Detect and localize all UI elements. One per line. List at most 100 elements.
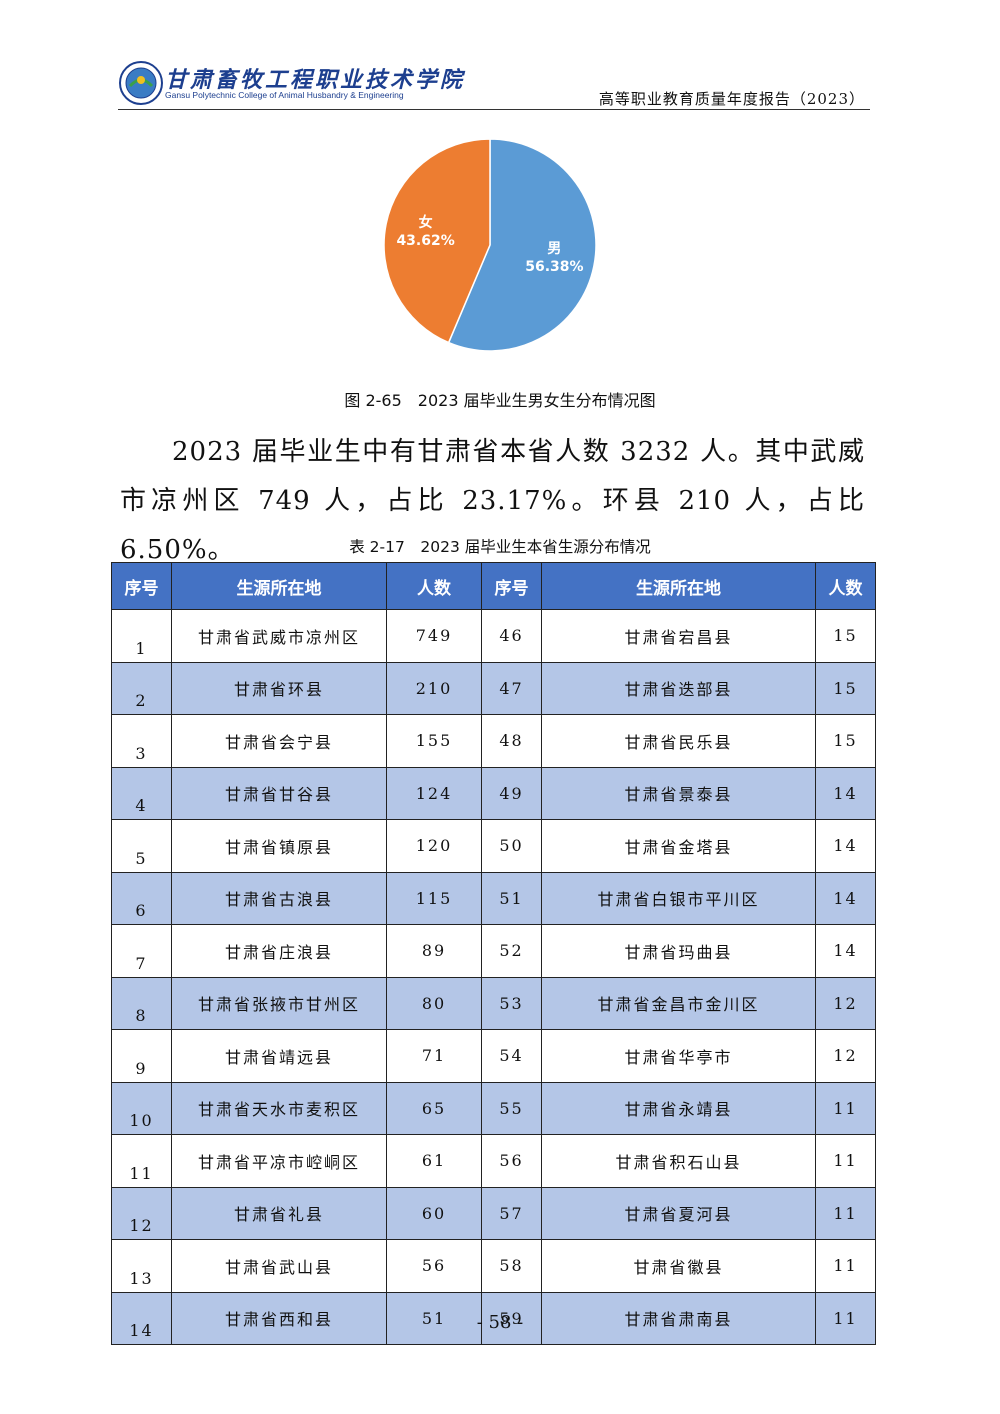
table-cell: 11 (815, 1291, 876, 1345)
table-cell: 58 (481, 1239, 542, 1293)
table-cell: 59 (481, 1291, 542, 1345)
table-cell: 甘肃省礼县 (171, 1186, 387, 1240)
table-cell: 甘肃省积石山县 (541, 1134, 816, 1188)
table-cell: 14 (815, 766, 876, 820)
table-row: 3 甘肃省会宁县 155 48 甘肃省民乐县 15 (111, 714, 876, 768)
header-row: 序号 生源所在地 人数 序号 生源所在地 人数 (111, 562, 876, 610)
table-cell: 15 (815, 714, 876, 768)
table-cell: 甘肃省玛曲县 (541, 924, 816, 978)
table-cell: 13 (111, 1239, 172, 1293)
pie-slice (383, 138, 491, 344)
table-cell: 15 (815, 609, 876, 663)
table-cell: 甘肃省平凉市崆峒区 (171, 1134, 387, 1188)
table-cell: 50 (481, 819, 542, 873)
table-cell: 71 (386, 1029, 482, 1083)
table-cell: 210 (386, 661, 482, 715)
table-cell: 甘肃省徽县 (541, 1239, 816, 1293)
table-cell: 14 (111, 1291, 172, 1345)
table-cell: 12 (111, 1186, 172, 1240)
table-cell: 8 (111, 976, 172, 1030)
figure-caption: 图 2-65 2023 届毕业生男女生分布情况图 (344, 391, 656, 410)
table-cell: 51 (481, 871, 542, 925)
table-cell: 120 (386, 819, 482, 873)
table-row: 9 甘肃省靖远县 71 54 甘肃省华亭市 12 (111, 1029, 876, 1083)
table-cell: 89 (386, 924, 482, 978)
table-cell: 甘肃省张掖市甘州区 (171, 976, 387, 1030)
table-cell: 甘肃省夏河县 (541, 1186, 816, 1240)
table-cell: 11 (815, 1186, 876, 1240)
slice-value-label: 43.62% (396, 233, 454, 249)
table-cell: 56 (481, 1134, 542, 1188)
table-cell: 56 (386, 1239, 482, 1293)
table-cell: 甘肃省武威市凉州区 (171, 609, 387, 663)
table-cell: 155 (386, 714, 482, 768)
table-row: 5 甘肃省镇原县 120 50 甘肃省金塔县 14 (111, 819, 876, 873)
table-cell: 甘肃省宕昌县 (541, 609, 816, 663)
slice-name: 女 (419, 214, 433, 231)
table-cell: 749 (386, 609, 482, 663)
header-rule (118, 109, 870, 110)
table-cell: 12 (815, 976, 876, 1030)
table-cell: 7 (111, 924, 172, 978)
table-cell: 10 (111, 1081, 172, 1135)
report-title: 高等职业教育质量年度报告（2023） (598, 90, 865, 108)
table-cell: 甘肃省华亭市 (541, 1029, 816, 1083)
table-cell: 甘肃省天水市麦积区 (171, 1081, 387, 1135)
table-cell: 60 (386, 1186, 482, 1240)
table-row: 6 甘肃省古浪县 115 51 甘肃省白银市平川区 14 (111, 871, 876, 925)
table-cell: 46 (481, 609, 542, 663)
table-cell: 54 (481, 1029, 542, 1083)
table-cell: 14 (815, 871, 876, 925)
paragraph: 2023 届毕业生中有甘肃省本省人数 3232 人。其中武威市凉州区 749 人… (120, 437, 865, 565)
table-caption: 表 2-17 2023 届毕业生本省生源分布情况 (349, 538, 651, 556)
table-row: 11 甘肃省平凉市崆峒区 61 56 甘肃省积石山县 11 (111, 1134, 876, 1188)
table-cell: 甘肃省靖远县 (171, 1029, 387, 1083)
table-cell: 80 (386, 976, 482, 1030)
header-cell: 生源所在地 (541, 562, 816, 610)
table-cell: 55 (481, 1081, 542, 1135)
school-name-en: Gansu Polytechnic College of Animal Husb… (165, 90, 404, 100)
table-row: 8 甘肃省张掖市甘州区 80 53 甘肃省金昌市金川区 12 (111, 976, 876, 1030)
logo (119, 61, 163, 105)
school-name: 甘肃畜牧工程职业技术学院 (165, 68, 466, 93)
table-cell: 4 (111, 766, 172, 820)
table-row: 14 甘肃省西和县 51 59 甘肃省肃南县 11 (111, 1291, 876, 1345)
table-cell: 3 (111, 714, 172, 768)
table-cell: 15 (815, 661, 876, 715)
table-row: 10 甘肃省天水市麦积区 65 55 甘肃省永靖县 11 (111, 1081, 876, 1135)
table-row: 7 甘肃省庄浪县 89 52 甘肃省玛曲县 14 (111, 924, 876, 978)
table-cell: 65 (386, 1081, 482, 1135)
table-cell: 甘肃省古浪县 (171, 871, 387, 925)
table-cell: 甘肃省会宁县 (171, 714, 387, 768)
table-cell: 51 (386, 1291, 482, 1345)
header-cell: 生源所在地 (171, 562, 387, 610)
header-cell: 序号 (111, 562, 172, 610)
table-cell: 甘肃省环县 (171, 661, 387, 715)
table-cell: 甘肃省迭部县 (541, 661, 816, 715)
table-cell: 47 (481, 661, 542, 715)
table-cell: 甘肃省庄浪县 (171, 924, 387, 978)
pie-slice (447, 138, 597, 352)
table-cell: 9 (111, 1029, 172, 1083)
table-cell: 甘肃省永靖县 (541, 1081, 816, 1135)
table-cell: 52 (481, 924, 542, 978)
table-cell: 61 (386, 1134, 482, 1188)
table-cell: 49 (481, 766, 542, 820)
header-cell: 人数 (815, 562, 876, 610)
header-cell: 人数 (386, 562, 482, 610)
table-cell: 甘肃省甘谷县 (171, 766, 387, 820)
table-cell: 14 (815, 924, 876, 978)
table-cell: 甘肃省景泰县 (541, 766, 816, 820)
table-cell: 甘肃省肃南县 (541, 1291, 816, 1345)
table-cell: 14 (815, 819, 876, 873)
table-cell: 12 (815, 1029, 876, 1083)
table-cell: 11 (815, 1081, 876, 1135)
table-cell: 115 (386, 871, 482, 925)
table-cell: 6 (111, 871, 172, 925)
table-cell: 11 (111, 1134, 172, 1188)
table-cell: 甘肃省西和县 (171, 1291, 387, 1345)
table-row: 12 甘肃省礼县 60 57 甘肃省夏河县 11 (111, 1186, 876, 1240)
table-cell: 甘肃省民乐县 (541, 714, 816, 768)
table-row: 4 甘肃省甘谷县 124 49 甘肃省景泰县 14 (111, 766, 876, 820)
table-cell: 11 (815, 1134, 876, 1188)
